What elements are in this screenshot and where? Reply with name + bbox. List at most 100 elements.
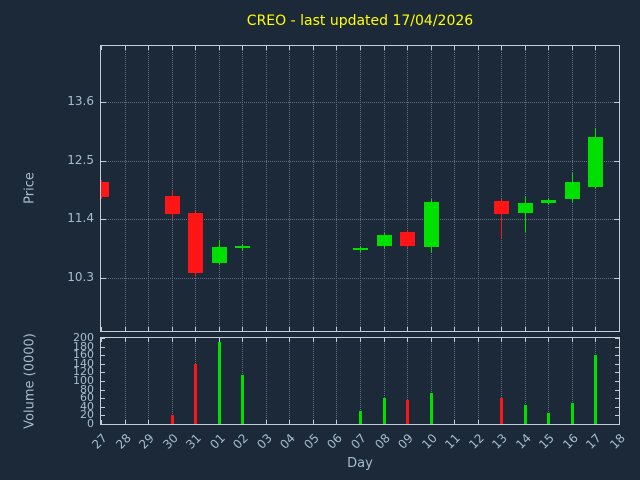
volume-tick-label: 120 <box>73 365 94 378</box>
volume-bar <box>241 374 244 424</box>
candle-body <box>235 245 250 248</box>
grid-line-vertical <box>148 338 149 424</box>
volume-bar <box>218 342 221 424</box>
y-tick-mark <box>101 278 106 279</box>
price-tick-label: 10.3 <box>67 270 94 284</box>
candle-body <box>101 181 109 197</box>
x-tick-mark <box>125 338 126 342</box>
x-tick-mark <box>242 338 243 342</box>
y-tick-mark <box>614 161 619 162</box>
x-tick-mark <box>195 46 196 50</box>
grid-line-vertical <box>431 338 432 424</box>
x-tick-mark <box>101 327 102 331</box>
x-tick-mark <box>525 46 526 50</box>
y-tick-mark <box>615 355 619 356</box>
candle-wick <box>525 195 526 232</box>
x-tick-mark <box>572 46 573 50</box>
x-tick-mark <box>454 420 455 424</box>
x-tick-mark <box>125 420 126 424</box>
grid-line-horizontal <box>101 278 619 279</box>
grid-line-vertical <box>407 338 408 424</box>
grid-line-horizontal <box>101 102 619 103</box>
grid-line-vertical <box>572 338 573 424</box>
y-tick-mark <box>615 372 619 373</box>
x-tick-mark <box>572 338 573 342</box>
grid-line-vertical <box>219 46 220 331</box>
x-tick-mark <box>525 338 526 342</box>
x-tick-mark <box>407 338 408 342</box>
candle-body <box>565 181 580 199</box>
y-tick-mark <box>101 407 105 408</box>
grid-line-horizontal <box>101 161 619 162</box>
x-tick-mark <box>454 327 455 331</box>
x-tick-mark <box>266 338 267 342</box>
x-tick-mark <box>242 46 243 50</box>
grid-line-vertical <box>289 46 290 331</box>
volume-bar <box>500 398 503 424</box>
x-tick-mark <box>336 420 337 424</box>
candle-body <box>400 231 415 246</box>
volume-axis-label: Volume (0000) <box>22 333 38 429</box>
x-tick-mark <box>431 338 432 342</box>
grid-line-horizontal <box>101 219 619 220</box>
grid-line-vertical <box>125 46 126 331</box>
candle-body <box>541 199 556 204</box>
y-tick-mark <box>101 161 106 162</box>
grid-line-vertical <box>360 46 361 331</box>
y-tick-mark <box>615 338 619 339</box>
x-tick-mark <box>478 46 479 50</box>
grid-line-vertical <box>431 46 432 331</box>
x-tick-mark <box>289 327 290 331</box>
candle-body <box>494 201 509 214</box>
volume-bar <box>571 403 574 424</box>
grid-line-vertical <box>548 46 549 331</box>
x-tick-mark <box>619 46 620 50</box>
y-tick-mark <box>615 381 619 382</box>
x-tick-mark <box>148 327 149 331</box>
x-tick-mark <box>478 420 479 424</box>
x-tick-mark <box>219 46 220 50</box>
x-tick-mark <box>360 46 361 50</box>
grid-line-vertical <box>195 46 196 331</box>
candle-body <box>588 137 603 188</box>
grid-line-vertical <box>242 46 243 331</box>
x-tick-mark <box>289 338 290 342</box>
x-tick-mark <box>384 327 385 331</box>
grid-line-vertical <box>407 46 408 331</box>
grid-line-vertical <box>384 338 385 424</box>
price-panel <box>100 45 620 332</box>
y-tick-mark <box>101 424 105 425</box>
grid-line-vertical <box>313 46 314 331</box>
volume-tick-label: 100 <box>73 374 94 387</box>
y-tick-mark <box>101 347 105 348</box>
x-tick-mark <box>478 338 479 342</box>
x-tick-mark <box>195 338 196 342</box>
y-tick-mark <box>615 407 619 408</box>
grid-line-vertical <box>525 46 526 331</box>
candle-body <box>424 202 439 247</box>
price-tick-label: 13.6 <box>67 94 94 108</box>
x-tick-mark <box>172 327 173 331</box>
x-tick-mark <box>595 46 596 50</box>
volume-tick-label: 40 <box>80 400 94 413</box>
grid-line-vertical <box>360 338 361 424</box>
x-tick-mark <box>478 327 479 331</box>
y-tick-mark <box>615 415 619 416</box>
volume-panel <box>100 337 620 425</box>
volume-bar <box>194 363 197 424</box>
y-tick-mark <box>614 278 619 279</box>
grid-line-vertical <box>384 46 385 331</box>
x-tick-mark <box>148 420 149 424</box>
grid-line-vertical <box>266 46 267 331</box>
x-tick-mark <box>454 46 455 50</box>
y-tick-mark <box>101 219 106 220</box>
price-tick-label: 11.4 <box>67 211 94 225</box>
x-tick-mark <box>148 338 149 342</box>
volume-tick-label: 60 <box>80 391 94 404</box>
x-tick-mark <box>548 338 549 342</box>
y-tick-mark <box>101 415 105 416</box>
volume-tick-label: 160 <box>73 348 94 361</box>
x-tick-mark <box>289 420 290 424</box>
grid-line-vertical <box>336 338 337 424</box>
grid-line-vertical <box>454 338 455 424</box>
